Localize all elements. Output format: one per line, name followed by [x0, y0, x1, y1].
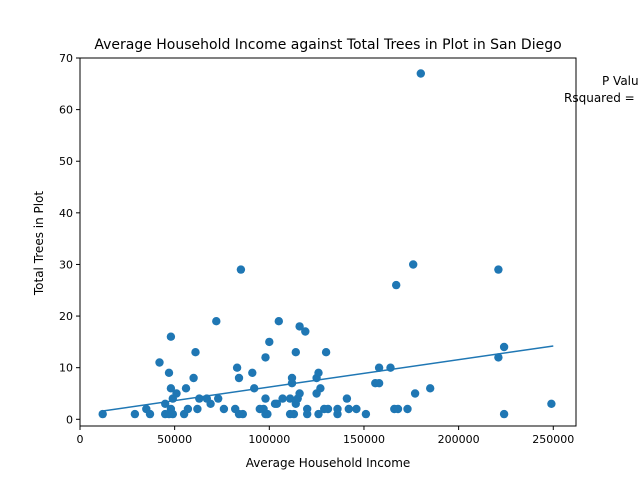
data-point-39 [261, 353, 270, 362]
data-point-88 [499, 409, 509, 419]
data-point-71 [352, 404, 361, 414]
data-point-25 [214, 394, 223, 403]
data-point-70 [344, 404, 353, 414]
data-point-40 [263, 409, 272, 419]
data-point-9 [166, 332, 176, 341]
data-point-83 [416, 69, 425, 78]
data-point-86 [494, 353, 503, 362]
data-point-61 [314, 368, 323, 377]
data-point-11 [166, 384, 176, 393]
data-point-89 [547, 399, 556, 408]
data-point-3 [145, 409, 155, 419]
x-tick-label: 250000 [532, 433, 574, 446]
x-tick-label: 150000 [343, 433, 385, 446]
data-point-84 [426, 384, 435, 393]
data-point-44 [274, 317, 283, 326]
chart-title: Average Household Income against Total T… [94, 37, 561, 53]
data-point-24 [212, 317, 221, 326]
data-point-41 [265, 337, 274, 347]
data-point-51 [291, 348, 300, 357]
data-point-0 [98, 409, 107, 419]
data-point-43 [272, 399, 282, 408]
x-axis-label: Average Household Income [246, 456, 411, 470]
data-point-23 [206, 399, 215, 408]
data-point-21 [195, 394, 204, 403]
x-tick-label: 0 [77, 433, 84, 446]
data-point-56 [301, 327, 310, 336]
p-value-annotation: P Valu [602, 74, 639, 88]
data-point-82 [410, 389, 420, 398]
x-axis-ticks: 0 50000 100000 150000 200000 250000 [77, 426, 574, 446]
data-point-74 [374, 363, 384, 372]
data-point-20 [193, 404, 202, 414]
data-point-1 [130, 409, 140, 419]
data-point-75 [374, 379, 384, 388]
y-tick-label: 10 [59, 362, 73, 375]
data-point-4 [155, 358, 164, 367]
data-point-54 [295, 389, 304, 398]
x-tick-label: 50000 [157, 433, 192, 446]
data-point-34 [250, 384, 259, 393]
data-layer [98, 69, 556, 419]
data-point-72 [361, 409, 371, 419]
data-point-18 [189, 373, 198, 383]
y-tick-label: 70 [59, 52, 73, 65]
y-axis-label: Total Trees in Plot [32, 191, 46, 297]
data-point-31 [236, 265, 246, 274]
data-point-46 [285, 394, 295, 403]
y-tick-label: 40 [59, 207, 73, 220]
data-point-85 [494, 265, 503, 274]
data-point-32 [238, 409, 247, 419]
data-point-17 [183, 404, 193, 414]
y-tick-label: 30 [59, 258, 73, 271]
y-axis-ticks: 0 10 20 30 40 50 60 70 [59, 52, 80, 426]
data-point-55 [295, 322, 304, 331]
data-point-66 [323, 404, 333, 414]
data-point-16 [181, 384, 191, 393]
y-tick-label: 0 [66, 413, 73, 426]
data-point-65 [321, 348, 331, 357]
x-tick-label: 100000 [248, 433, 290, 446]
x-tick-label: 200000 [438, 433, 480, 446]
rsquared-annotation: Rsquared = [564, 91, 635, 105]
data-point-45 [278, 394, 287, 403]
data-point-81 [409, 260, 418, 269]
data-point-63 [316, 384, 325, 393]
data-point-29 [234, 373, 244, 383]
data-point-26 [219, 404, 229, 414]
y-tick-label: 50 [59, 155, 73, 168]
data-point-58 [303, 409, 312, 419]
data-point-37 [261, 394, 270, 403]
data-point-8 [164, 368, 174, 377]
data-point-80 [403, 404, 412, 414]
data-point-14 [172, 389, 181, 398]
data-point-69 [342, 394, 352, 403]
data-point-79 [393, 404, 403, 414]
trend-layer [102, 345, 554, 412]
data-point-28 [232, 363, 242, 372]
data-point-19 [191, 348, 200, 357]
data-point-62 [314, 409, 323, 419]
data-point-13 [168, 409, 177, 419]
plot-frame [79, 57, 577, 427]
data-point-78 [392, 280, 401, 290]
y-tick-label: 20 [59, 310, 73, 323]
data-point-33 [248, 368, 257, 377]
data-point-50 [289, 409, 299, 419]
data-point-87 [499, 342, 509, 352]
y-tick-label: 60 [59, 104, 73, 117]
trend-line [102, 345, 554, 412]
data-point-68 [333, 404, 342, 414]
